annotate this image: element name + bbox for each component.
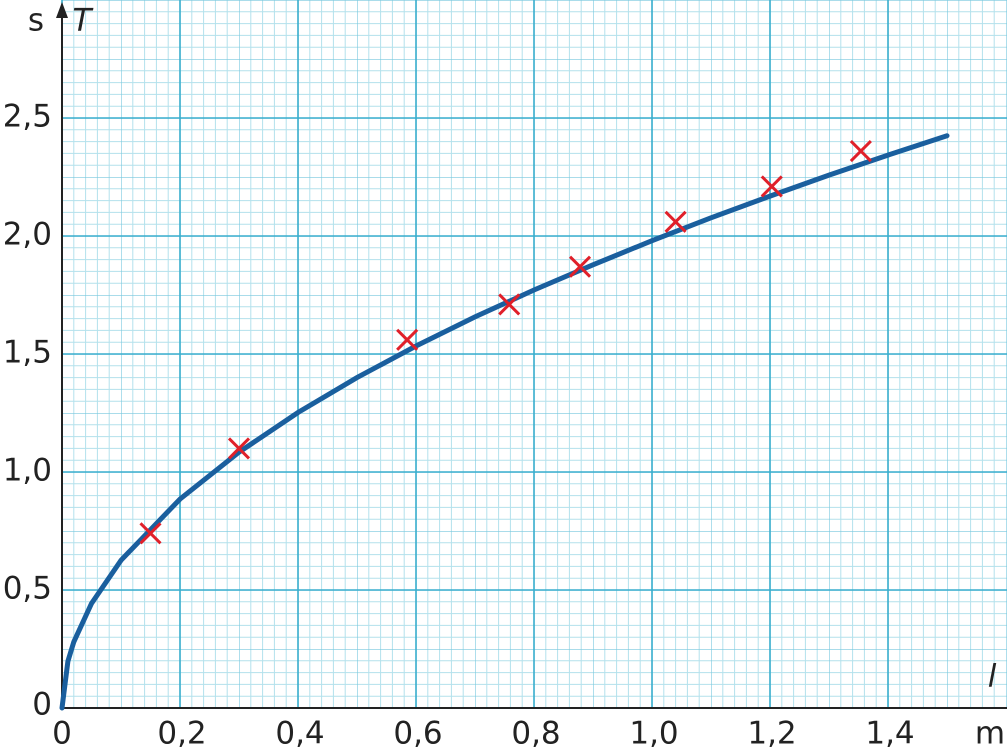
y-axis-arrow: [56, 2, 68, 18]
y-unit: s: [28, 3, 44, 39]
x-tick-label: 1,2: [747, 716, 796, 752]
x-tick-label: 0,6: [393, 716, 442, 752]
data-point: [396, 328, 419, 351]
x-tick-label: 1,0: [629, 716, 678, 752]
data-point: [568, 255, 592, 278]
data-point: [664, 210, 687, 233]
data-point: [498, 293, 521, 316]
x-tick-label: 0,2: [157, 716, 206, 752]
x-tick-label: 1,4: [865, 716, 914, 752]
y-tick-label: 2,0: [3, 217, 52, 253]
x-axis-title: l: [988, 659, 997, 695]
y-tick-label: 0: [32, 687, 52, 723]
y-tick-label: 0,5: [3, 571, 52, 607]
x-unit: m: [975, 716, 1005, 752]
data-point: [760, 175, 783, 198]
fit-curve: [59, 133, 950, 711]
plot: [59, 133, 950, 711]
data-point: [227, 437, 251, 460]
x-tick-label: 0,8: [511, 716, 560, 752]
data-point: [849, 139, 872, 163]
y-axis-title: T: [73, 3, 94, 39]
y-tick-label: 2,5: [3, 99, 52, 135]
data-point: [139, 522, 162, 545]
y-tick-label: 1,5: [3, 335, 52, 371]
x-tick-label: 0: [52, 716, 72, 752]
y-tick-label: 1,0: [3, 453, 52, 489]
x-tick-label: 0,4: [275, 716, 324, 752]
